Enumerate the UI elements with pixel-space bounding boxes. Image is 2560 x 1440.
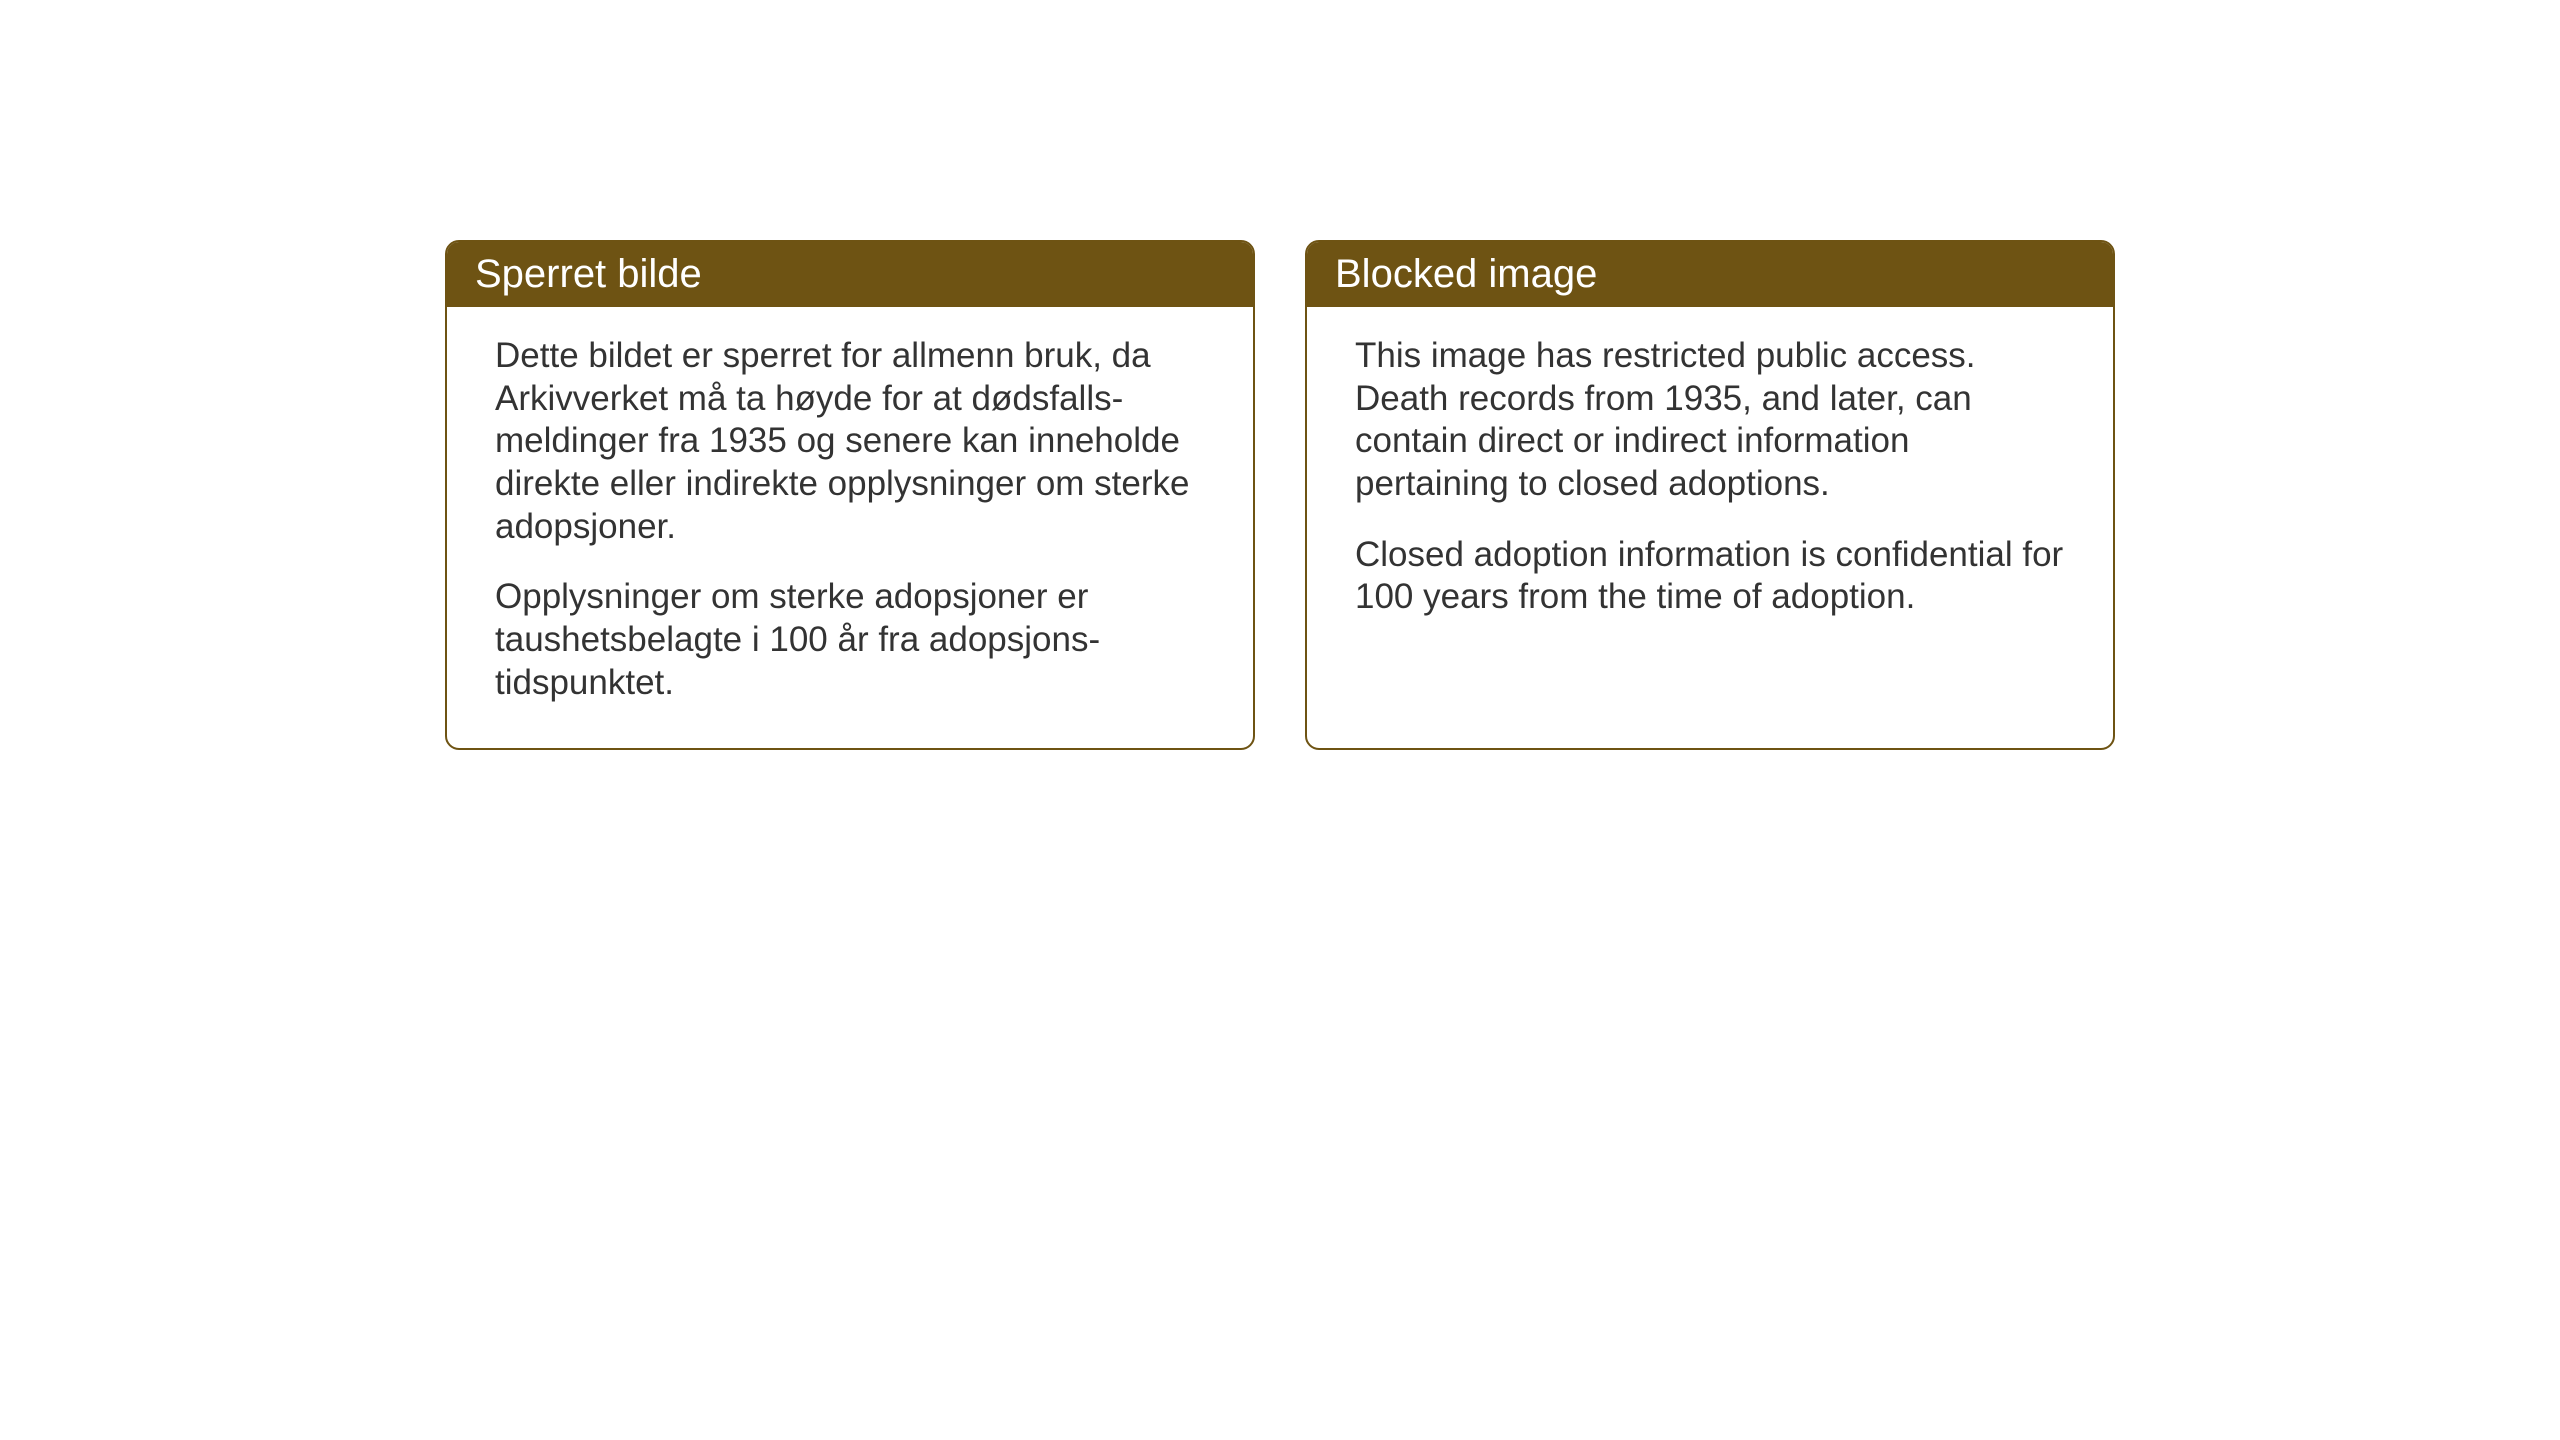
card-paragraph-2-norwegian: Opplysninger om sterke adopsjoner er tau… bbox=[495, 576, 1205, 704]
card-header-norwegian: Sperret bilde bbox=[447, 242, 1253, 307]
card-header-english: Blocked image bbox=[1307, 242, 2113, 307]
card-paragraph-1-english: This image has restricted public access.… bbox=[1355, 335, 2065, 506]
blocked-image-card-english: Blocked image This image has restricted … bbox=[1305, 240, 2115, 750]
notice-cards-container: Sperret bilde Dette bildet er sperret fo… bbox=[445, 240, 2115, 750]
card-body-norwegian: Dette bildet er sperret for allmenn bruk… bbox=[447, 307, 1253, 745]
card-body-english: This image has restricted public access.… bbox=[1307, 307, 2113, 659]
card-paragraph-2-english: Closed adoption information is confident… bbox=[1355, 534, 2065, 619]
card-paragraph-1-norwegian: Dette bildet er sperret for allmenn bruk… bbox=[495, 335, 1205, 548]
blocked-image-card-norwegian: Sperret bilde Dette bildet er sperret fo… bbox=[445, 240, 1255, 750]
